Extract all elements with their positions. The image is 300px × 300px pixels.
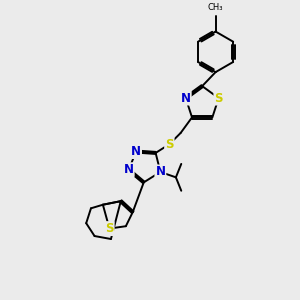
Text: S: S	[214, 92, 223, 105]
Text: CH₃: CH₃	[208, 3, 223, 12]
Text: N: N	[155, 166, 165, 178]
Text: N: N	[124, 163, 134, 176]
Text: S: S	[165, 138, 174, 151]
Text: N: N	[131, 145, 141, 158]
Text: S: S	[105, 222, 114, 235]
Text: N: N	[181, 92, 191, 105]
